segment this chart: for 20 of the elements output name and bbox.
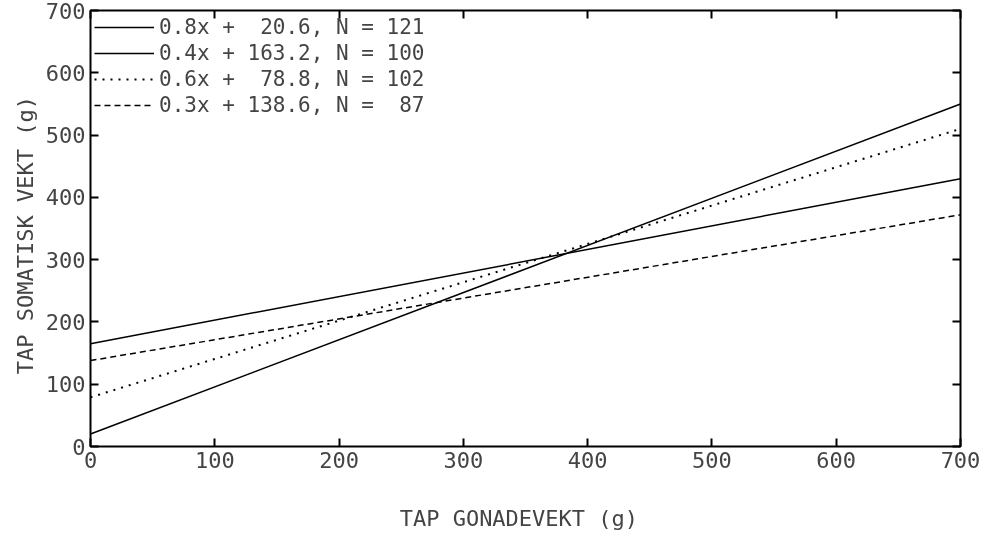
y-tick-label: 100 [45, 372, 86, 398]
legend-label: 0.6x + 78.8, N = 102 [159, 66, 425, 92]
y-tick-label: 400 [45, 185, 86, 211]
y-tick-label: 700 [45, 0, 86, 24]
x-tick-label: 300 [443, 447, 484, 473]
y-tick-label: 200 [45, 309, 86, 335]
x-axis-title: TAP GONADEVEKT (g) [399, 505, 639, 531]
y-tick-label: 300 [45, 247, 86, 273]
x-tick-label: 100 [194, 447, 235, 473]
x-tick-label: 600 [816, 447, 857, 473]
x-tick-label: 700 [940, 447, 981, 473]
legend-label: 0.3x + 138.6, N = 87 [159, 92, 425, 118]
legend-label: 0.4x + 163.2, N = 100 [159, 40, 425, 66]
x-tick-label: 400 [567, 447, 608, 473]
y-tick-label: 500 [45, 123, 86, 149]
y-axis-title: TAP SOMATISK VEKT (g) [12, 96, 38, 375]
x-tick-label: 500 [692, 447, 732, 473]
y-tick-label: 600 [45, 60, 86, 86]
legend-label: 0.8x + 20.6, N = 121 [159, 14, 425, 40]
x-tick-label: 200 [319, 447, 359, 473]
